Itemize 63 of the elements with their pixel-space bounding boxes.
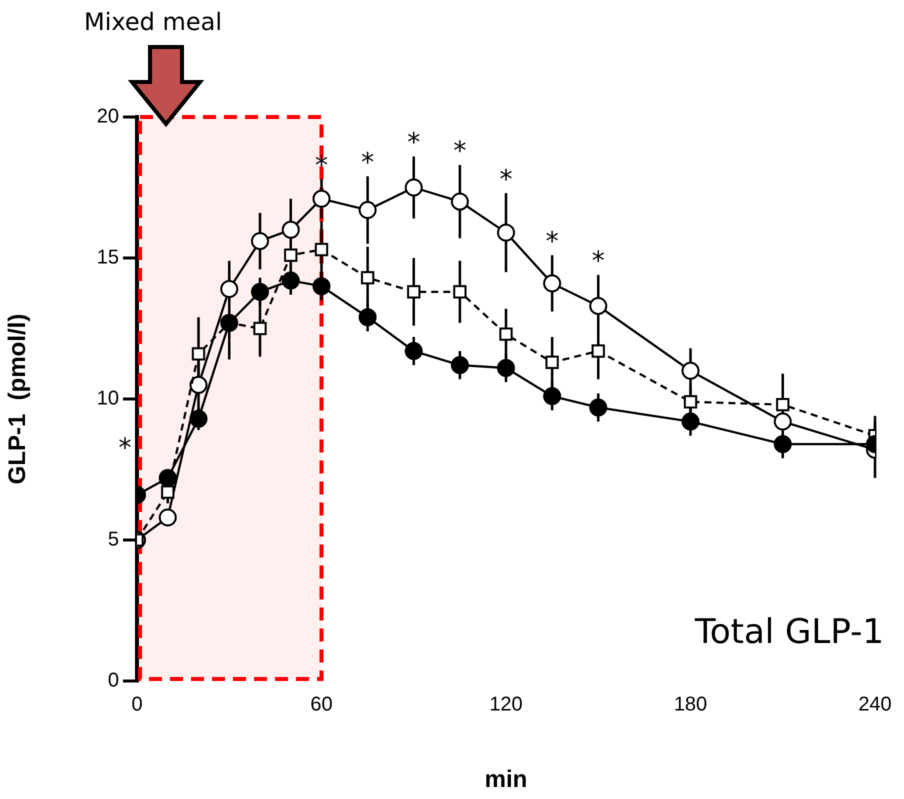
point (360, 271, 374, 284)
point (314, 242, 328, 256)
point (499, 327, 513, 341)
point (684, 395, 698, 408)
annotation: * (361, 148, 374, 178)
y-axis-title: GLP-1 (pmol/l) (4, 314, 32, 484)
point (404, 342, 423, 360)
point (450, 356, 469, 374)
point (284, 248, 298, 262)
point (312, 190, 330, 208)
x-tick-label: 240 (858, 694, 892, 716)
point (253, 322, 267, 336)
point (192, 347, 206, 361)
point (543, 274, 562, 292)
point (161, 485, 174, 499)
point (312, 277, 330, 296)
point (282, 272, 300, 290)
point (774, 435, 792, 454)
annotation: * (453, 136, 466, 167)
annotation: * (407, 128, 420, 158)
point (545, 356, 559, 369)
point (358, 308, 377, 326)
x-tick-label: 120 (489, 694, 523, 716)
point (497, 358, 515, 377)
y-tick-label: 20 (96, 106, 119, 128)
annotation: * (315, 150, 328, 181)
y-tick-label: 0 (108, 670, 119, 692)
x-tick-label: 60 (310, 694, 333, 716)
point (251, 232, 269, 250)
point (592, 344, 605, 358)
point (682, 362, 700, 380)
annotation: * (500, 164, 512, 195)
point (497, 224, 515, 242)
point (190, 376, 208, 394)
x-axis-title: min (484, 766, 528, 794)
x-tick-label: 180 (674, 694, 708, 716)
point (543, 387, 562, 406)
annotation: * (592, 246, 605, 277)
point (251, 282, 269, 301)
point (774, 412, 792, 431)
point (776, 398, 790, 412)
point (682, 412, 700, 431)
text: Mixed meal (84, 8, 222, 36)
x-tick-label: 0 (131, 694, 143, 716)
point (358, 201, 377, 220)
point (453, 285, 467, 298)
annotation: Total GLP-1 (694, 612, 884, 652)
point (158, 508, 177, 526)
y-tick-label: 15 (96, 246, 119, 269)
annotation: * (118, 434, 132, 464)
y-tick-label: 5 (108, 528, 119, 551)
point (282, 220, 300, 239)
y-tick-label: 10 (96, 388, 119, 410)
point (407, 285, 420, 298)
annotation: * (546, 226, 559, 257)
point (190, 410, 208, 428)
point (589, 398, 608, 416)
point (589, 296, 608, 315)
point (450, 192, 469, 211)
point (220, 314, 238, 332)
point (158, 468, 177, 487)
point (220, 280, 238, 298)
point (404, 178, 423, 196)
